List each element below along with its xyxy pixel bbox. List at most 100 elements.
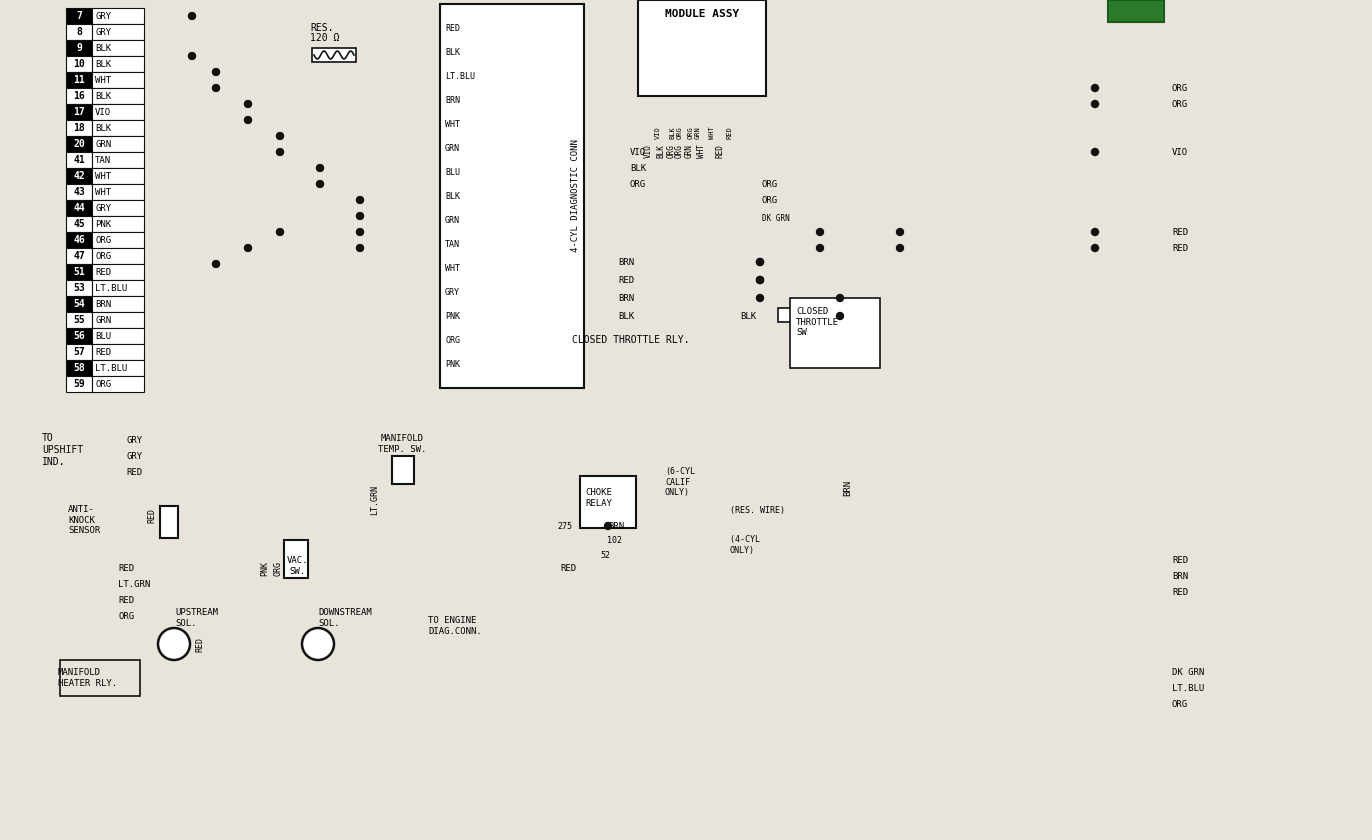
- Text: BLK: BLK: [95, 44, 111, 52]
- Bar: [92, 24, 144, 40]
- Text: ORG: ORG: [761, 180, 778, 188]
- Text: 8: 8: [75, 27, 82, 37]
- Bar: [66, 72, 92, 88]
- Text: 9: 9: [75, 43, 82, 53]
- Bar: [92, 56, 144, 72]
- Bar: [92, 344, 144, 360]
- Text: 120 Ω: 120 Ω: [310, 33, 339, 43]
- Text: 56: 56: [73, 331, 85, 341]
- Text: (6-CYL
CALIF
ONLY): (6-CYL CALIF ONLY): [665, 467, 696, 497]
- Bar: [92, 376, 144, 392]
- Text: LT.BLU: LT.BLU: [95, 284, 128, 292]
- Text: ORG: ORG: [95, 235, 111, 244]
- Text: RES.: RES.: [310, 23, 333, 33]
- Bar: [92, 40, 144, 56]
- Text: BLK
ORG: BLK ORG: [670, 126, 682, 139]
- Bar: [92, 232, 144, 248]
- Text: LT B: LT B: [1124, 6, 1148, 16]
- Bar: [92, 264, 144, 280]
- Bar: [66, 24, 92, 40]
- Text: BLK: BLK: [617, 312, 634, 321]
- Bar: [60, 660, 140, 696]
- Text: RED: RED: [1172, 555, 1188, 564]
- Text: WHT: WHT: [95, 76, 111, 85]
- Bar: [92, 152, 144, 168]
- Text: WHT: WHT: [95, 171, 111, 181]
- Text: RED: RED: [95, 348, 111, 356]
- Circle shape: [896, 244, 904, 251]
- Text: VIO: VIO: [643, 144, 653, 158]
- Text: WHT: WHT: [95, 187, 111, 197]
- Text: BRN: BRN: [1172, 571, 1188, 580]
- Text: 45: 45: [73, 219, 85, 229]
- Text: VIO: VIO: [1172, 148, 1188, 156]
- Text: CLOSED THROTTLE RLY.: CLOSED THROTTLE RLY.: [572, 335, 690, 345]
- Circle shape: [357, 197, 364, 203]
- Text: 10: 10: [73, 59, 85, 69]
- Circle shape: [1092, 228, 1099, 235]
- Bar: [92, 72, 144, 88]
- Text: ORG: ORG: [273, 560, 283, 575]
- Circle shape: [158, 628, 189, 660]
- Text: 54: 54: [73, 299, 85, 309]
- Bar: [580, 476, 637, 528]
- Bar: [92, 328, 144, 344]
- Bar: [92, 216, 144, 232]
- Circle shape: [1092, 85, 1099, 92]
- Text: 42: 42: [73, 171, 85, 181]
- Text: 7: 7: [75, 11, 82, 21]
- Circle shape: [317, 181, 324, 187]
- Circle shape: [317, 165, 324, 171]
- Text: 51: 51: [73, 267, 85, 277]
- Circle shape: [1092, 244, 1099, 251]
- Text: ORG
GRN: ORG GRN: [687, 126, 701, 139]
- Circle shape: [277, 133, 284, 139]
- Bar: [92, 296, 144, 312]
- Bar: [66, 56, 92, 72]
- Text: BLK: BLK: [95, 92, 111, 101]
- Circle shape: [213, 260, 220, 267]
- Text: 43: 43: [73, 187, 85, 197]
- Circle shape: [816, 228, 823, 235]
- Text: GRN: GRN: [445, 144, 460, 153]
- Text: 275: 275: [557, 522, 572, 531]
- Text: GRY: GRY: [445, 287, 460, 297]
- Bar: [92, 8, 144, 24]
- Bar: [638, 0, 766, 96]
- Text: ORG: ORG: [1172, 700, 1188, 708]
- Text: TO
UPSHIFT
IND.: TO UPSHIFT IND.: [43, 433, 84, 466]
- Text: PNK: PNK: [445, 360, 460, 369]
- Bar: [92, 184, 144, 200]
- Bar: [66, 232, 92, 248]
- Circle shape: [1092, 149, 1099, 155]
- Text: RED: RED: [195, 637, 204, 652]
- Circle shape: [756, 259, 763, 265]
- Text: ORG: ORG: [118, 612, 134, 621]
- Text: 46: 46: [73, 235, 85, 245]
- Text: RED: RED: [118, 564, 134, 573]
- Text: BLK: BLK: [445, 192, 460, 201]
- Text: TAN: TAN: [445, 239, 460, 249]
- Bar: [66, 168, 92, 184]
- Circle shape: [816, 244, 823, 251]
- Bar: [392, 456, 414, 484]
- Text: TO ENGINE
DIAG.CONN.: TO ENGINE DIAG.CONN.: [428, 617, 482, 636]
- Circle shape: [277, 228, 284, 235]
- Bar: [66, 328, 92, 344]
- Circle shape: [244, 117, 251, 123]
- Text: BLK: BLK: [95, 123, 111, 133]
- Text: VIO: VIO: [654, 126, 661, 139]
- Text: GRY: GRY: [95, 203, 111, 213]
- Bar: [440, 4, 584, 388]
- Text: DK GRN: DK GRN: [761, 213, 790, 223]
- Text: RED: RED: [148, 507, 156, 522]
- Text: WHT: WHT: [709, 126, 715, 139]
- Text: ORG
GRN: ORG GRN: [674, 144, 694, 158]
- Circle shape: [188, 13, 195, 19]
- Text: UPSTREAM
SOL.: UPSTREAM SOL.: [176, 608, 218, 627]
- Text: CLOSED
THROTTLE
SW: CLOSED THROTTLE SW: [796, 307, 840, 337]
- Text: LT.GRN: LT.GRN: [370, 485, 380, 515]
- Text: BRN: BRN: [844, 480, 852, 496]
- Text: CHOKE
RELAY: CHOKE RELAY: [584, 488, 612, 507]
- Text: DK GRN: DK GRN: [1172, 668, 1205, 676]
